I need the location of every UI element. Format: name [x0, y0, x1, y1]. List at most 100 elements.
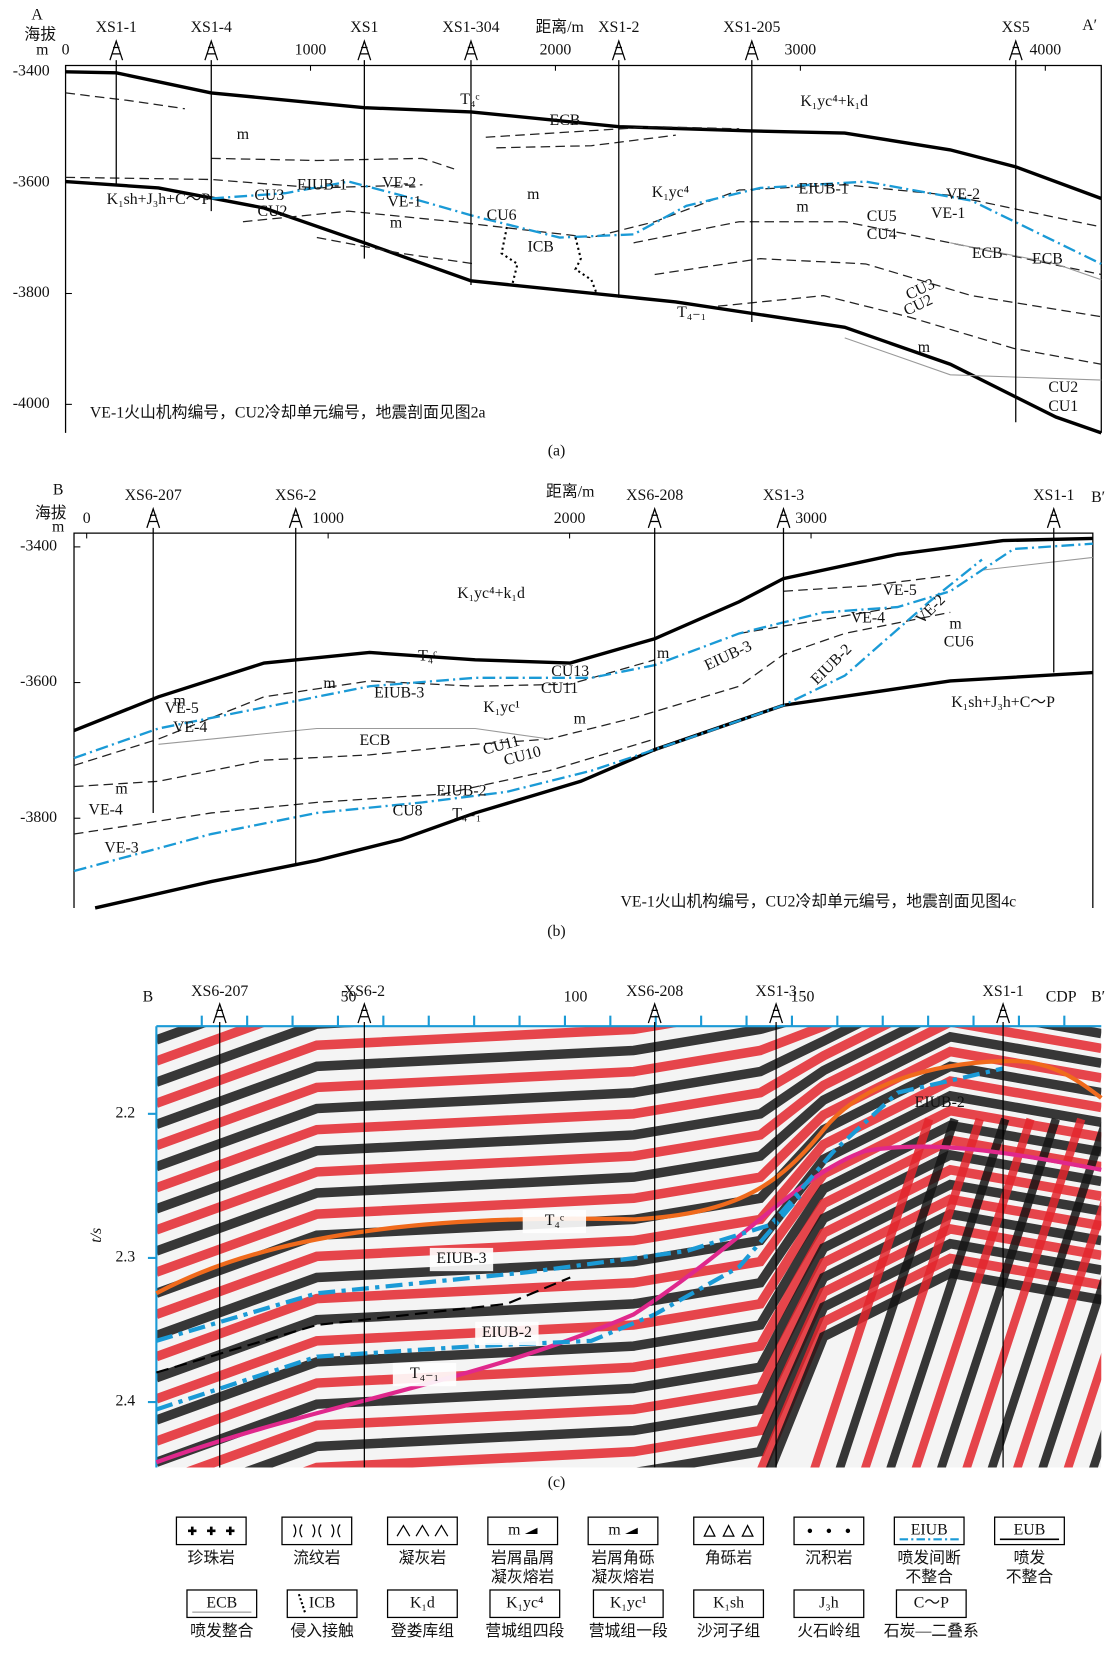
legend-symbol: m — [508, 1522, 521, 1539]
unit-label: T₄₋₁ — [452, 806, 481, 823]
unit-label: ECB — [1032, 250, 1063, 267]
legend-label: 不整合 — [905, 1568, 953, 1586]
legend-symbol: K₁d — [410, 1594, 435, 1611]
unit-label: VE-4 — [89, 801, 123, 818]
well-symbol — [648, 509, 661, 528]
horizon-label: T₄₋₁ — [410, 1365, 439, 1382]
legend-box — [588, 1517, 658, 1544]
well-symbol — [770, 1004, 783, 1023]
legend-symbol: m — [608, 1522, 621, 1539]
legend-box — [488, 1517, 558, 1544]
x-axis-label: 距离/m — [546, 483, 595, 501]
well-symbol — [1009, 41, 1022, 60]
legend-label: 凝灰岩 — [399, 1549, 447, 1567]
well-symbol — [777, 509, 790, 528]
well-name: XS6-207 — [191, 983, 248, 1000]
figure: 珍珠岩流纹岩凝灰岩m岩屑晶屑凝灰熔岩m岩屑角砾凝灰熔岩角砾岩沉积岩EIUB喷发间… — [0, 0, 1113, 1666]
legend-label: 营城组四段 — [485, 1622, 564, 1640]
unit-label: EIUB-3 — [374, 684, 424, 701]
well-name: XS1-4 — [191, 19, 232, 36]
caption: (b) — [547, 923, 565, 940]
legend-symbol: C～P — [914, 1594, 949, 1611]
unit-label: CU13 — [551, 663, 589, 680]
legend-label: 流纹岩 — [293, 1549, 341, 1567]
unit-label: CU8 — [393, 803, 423, 820]
unit-label: EIUB-3 — [702, 638, 755, 675]
legend-label: 凝灰熔岩 — [491, 1568, 554, 1586]
section-a — [66, 65, 1102, 432]
unit-label: EIUB-1 — [297, 176, 347, 193]
legend-symbol: ECB — [206, 1594, 237, 1611]
well-name: XS6-2 — [344, 983, 385, 1000]
unit-label: CU1 — [1048, 398, 1078, 415]
x-tick-label: 1000 — [312, 510, 344, 527]
unit-label: CU2 — [1048, 379, 1078, 396]
well-name: XS6-208 — [626, 487, 683, 504]
x-tick-label: 2000 — [554, 510, 586, 527]
corner-label: B — [53, 482, 64, 499]
well-name: XS1 — [350, 19, 378, 36]
legend-label: 喷发整合 — [190, 1622, 253, 1640]
well-name: XS1-3 — [763, 487, 804, 504]
unit-label: EIUB-2 — [436, 782, 486, 799]
legend-label: 营城组一段 — [589, 1622, 668, 1640]
unit-label: ECB — [972, 245, 1003, 262]
corner-label: A′ — [1082, 17, 1097, 34]
legend-label: 喷发 — [1014, 1549, 1046, 1567]
well-name: XS1-304 — [442, 19, 499, 36]
unit-label: VE-1 — [387, 193, 421, 210]
y-axis-unit: m — [36, 41, 49, 58]
caption: (a) — [548, 443, 566, 460]
well-symbol — [648, 1004, 661, 1023]
unit-label: m — [115, 780, 128, 797]
unit-label: EIUB-1 — [799, 181, 849, 198]
unit-label: m — [237, 126, 250, 143]
corner-label: B — [143, 988, 154, 1005]
well-symbol — [358, 41, 371, 60]
unit-label: m — [173, 693, 186, 710]
well-symbol — [745, 41, 758, 60]
unit-label: CU4 — [867, 226, 897, 243]
well-name: XS5 — [1002, 19, 1030, 36]
unit-label: m — [796, 199, 809, 216]
well-name: XS6-2 — [275, 487, 316, 504]
x-tick-label: 2000 — [540, 41, 572, 58]
x-tick-label: 1000 — [295, 41, 327, 58]
x-axis-label: CDP — [1046, 988, 1077, 1005]
legend-symbol: EIUB — [911, 1522, 948, 1539]
legend-label: 不整合 — [1006, 1568, 1054, 1586]
x-tick-label: 100 — [564, 988, 588, 1005]
well-symbol — [1047, 509, 1060, 528]
unit-label: VE-5 — [882, 582, 916, 599]
legend-symbol: J₃h — [819, 1594, 839, 1611]
well-name: XS6-208 — [626, 983, 683, 1000]
well-name: XS1-1 — [96, 19, 137, 36]
well-name: XS1-205 — [723, 19, 780, 36]
legend-pattern — [827, 1529, 830, 1532]
y-tick-label: -3600 — [20, 673, 57, 690]
x-tick-label: 3000 — [795, 510, 827, 527]
legend-label: 喷发间断 — [898, 1549, 961, 1567]
unit-label: VE-4 — [851, 609, 885, 626]
well-name: XS1-1 — [982, 983, 1023, 1000]
unit-label: m — [918, 339, 931, 356]
unit-label: ECB — [550, 112, 581, 129]
well-name: XS6-207 — [125, 487, 182, 504]
y-tick-label: -3400 — [20, 538, 57, 555]
unit-label: m — [657, 645, 670, 662]
legend-label: 石炭—二叠系 — [884, 1622, 979, 1640]
well-symbol — [612, 41, 625, 60]
horizon-label: EIUB-2 — [482, 1324, 532, 1341]
well-symbol — [465, 41, 478, 60]
unit-label: K₁yc¹ — [483, 699, 520, 716]
unit-label: VE-3 — [104, 839, 138, 856]
legend-pattern — [808, 1529, 811, 1532]
y-tick-label: -3800 — [13, 284, 50, 301]
section-note: VE-1火山机构编号，CU2冷却单元编号，地震剖面见图2a — [90, 404, 486, 422]
well-symbol — [205, 41, 218, 60]
legend-label: 侵入接触 — [290, 1622, 353, 1640]
unit-label: ECB — [360, 732, 391, 749]
legend-label: 岩屑角砾 — [591, 1549, 654, 1567]
legend-label: 角砾岩 — [705, 1549, 752, 1567]
unit-label: T₄ᶜ — [460, 91, 479, 108]
